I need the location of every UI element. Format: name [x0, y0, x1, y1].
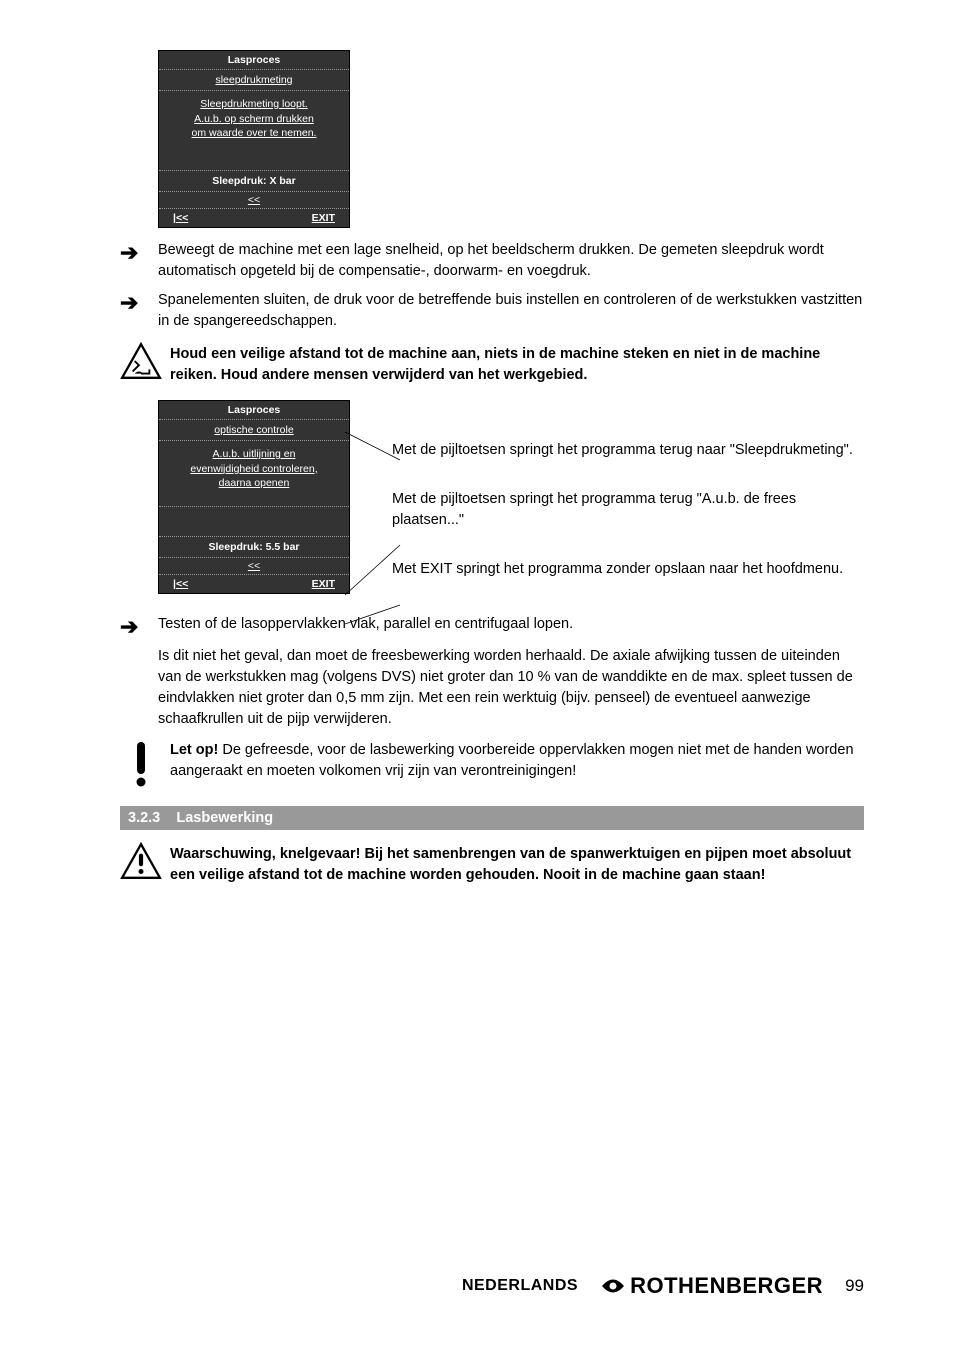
section-number: 3.2.3	[128, 810, 160, 826]
arrow-right-icon: ➔	[120, 242, 140, 264]
caution-body: De gefreesde, voor de lasbewerking voorb…	[170, 742, 854, 779]
arrow-right-icon: ➔	[120, 292, 140, 314]
screen1-sub: sleepdrukmeting	[159, 70, 349, 91]
screen2-arrows: <<	[159, 558, 349, 575]
screen2-back: |<<	[173, 578, 188, 590]
screen2-body-line: daarna openen	[163, 476, 345, 491]
screen1-body-line: Sleepdrukmeting loopt.	[163, 97, 345, 112]
screen2-exit: EXIT	[312, 578, 335, 590]
screen2-body-line: evenwijdigheid controleren,	[163, 462, 345, 477]
screen2-body-line: A.u.b. uitlijning en	[163, 447, 345, 462]
warning-triangle-icon	[120, 842, 162, 885]
screen1-status: Sleepdruk: X bar	[159, 171, 349, 192]
screen2-footer: |<< EXIT	[159, 575, 349, 593]
section-header: 3.2.3 Lasbewerking	[120, 806, 864, 830]
annotation-column: Met de pijltoetsen springt het programma…	[392, 440, 864, 580]
body-paragraph: Is dit niet het geval, dan moet de frees…	[158, 646, 864, 730]
page-number: 99	[845, 1276, 864, 1296]
screen1-title: Lasproces	[159, 51, 349, 70]
instruction-row: ➔ Testen of de lasoppervlakken vlak, par…	[120, 614, 864, 638]
arrow-right-icon: ➔	[120, 616, 140, 638]
lcd-screen-2: Lasproces optische controle A.u.b. uitli…	[158, 400, 350, 594]
screen1-body-line: om waarde over te nemen.	[163, 126, 345, 141]
screen1-exit: EXIT	[312, 212, 335, 224]
caution-text: Let op! De gefreesde, voor de lasbewerki…	[170, 740, 864, 782]
instruction-text: Spanelementen sluiten, de druk voor de b…	[158, 290, 864, 332]
caution-block: Let op! De gefreesde, voor de lasbewerki…	[120, 740, 864, 788]
screen2-sub: optische controle	[159, 420, 349, 441]
annotation-text: Met de pijltoetsen springt het programma…	[392, 440, 864, 461]
instruction-row: ➔ Beweegt de machine met een lage snelhe…	[120, 240, 864, 282]
screen2-status: Sleepdruk: 5.5 bar	[159, 537, 349, 558]
instruction-text: Beweegt de machine met een lage snelheid…	[158, 240, 864, 282]
screen2-spacer	[159, 507, 349, 537]
warning-text: Waarschuwing, knelgevaar! Bij het samenb…	[170, 844, 864, 886]
screen1-back: |<<	[173, 212, 188, 224]
screen1-body-line: A.u.b. op scherm drukken	[163, 112, 345, 127]
screen1-body: Sleepdrukmeting loopt. A.u.b. op scherm …	[159, 91, 349, 171]
instruction-row: ➔ Spanelementen sluiten, de druk voor de…	[120, 290, 864, 332]
warning-hand-icon	[120, 342, 162, 385]
brand-logo-icon	[600, 1275, 626, 1297]
brand-name: ROTHENBERGER	[630, 1273, 823, 1299]
annotated-screen-block: Lasproces optische controle A.u.b. uitli…	[120, 400, 864, 606]
screen2-title: Lasproces	[159, 401, 349, 420]
warning-block: Houd een veilige afstand tot de machine …	[120, 342, 864, 386]
screen1-arrows: <<	[159, 192, 349, 209]
annotation-text: Met EXIT springt het programma zonder op…	[392, 559, 864, 580]
caution-label: Let op!	[170, 742, 218, 758]
section-title: Lasbewerking	[176, 810, 273, 826]
warning-text: Houd een veilige afstand tot de machine …	[170, 344, 864, 386]
annotation-text: Met de pijltoetsen springt het programma…	[392, 489, 864, 531]
lcd-screen-1: Lasproces sleepdrukmeting Sleepdrukmetin…	[158, 50, 350, 228]
screen1-footer: |<< EXIT	[159, 209, 349, 227]
exclamation-icon	[120, 740, 162, 788]
footer-brand: ROTHENBERGER	[600, 1273, 823, 1299]
screen2-body: A.u.b. uitlijning en evenwijdigheid cont…	[159, 441, 349, 507]
page-footer: NEDERLANDS ROTHENBERGER 99	[120, 1273, 864, 1299]
warning-block: Waarschuwing, knelgevaar! Bij het samenb…	[120, 842, 864, 886]
footer-language: NEDERLANDS	[462, 1277, 578, 1295]
